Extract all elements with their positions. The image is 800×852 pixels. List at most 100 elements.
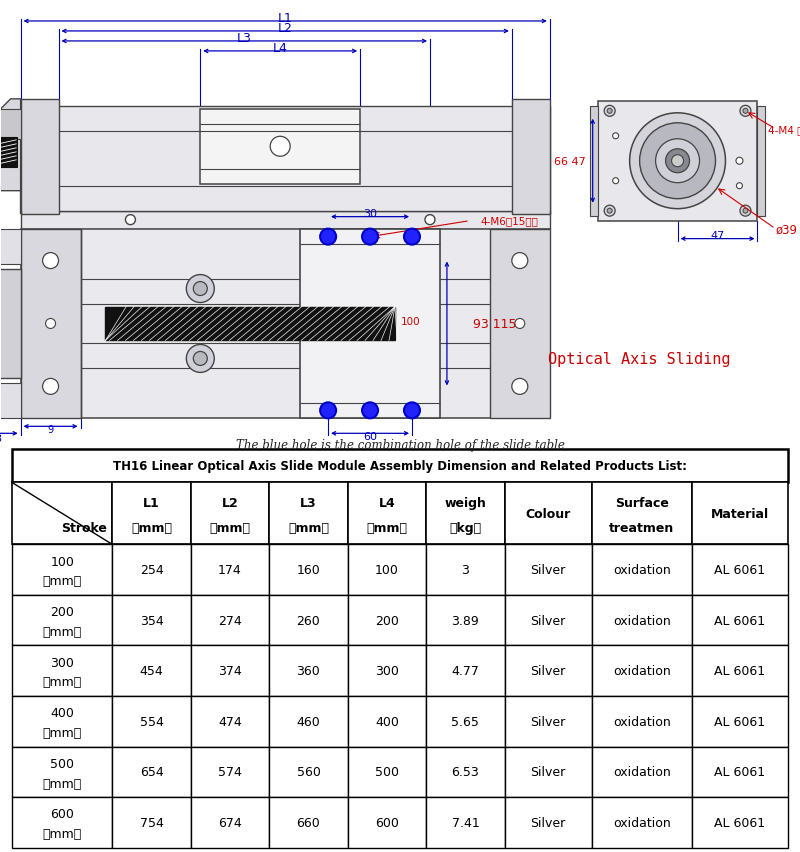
Bar [348,746,426,797]
Text: 9: 9 [47,425,54,435]
Bar [190,746,270,797]
Text: Surface: Surface [615,497,669,509]
Text: oxidation: oxidation [613,715,671,728]
Text: AL 6061: AL 6061 [714,563,766,577]
Circle shape [184,308,216,340]
Text: L4: L4 [273,43,288,55]
Text: The blue hole is the combination hole of the slide table: The blue hole is the combination hole of… [235,438,565,452]
Bar [505,746,592,797]
Bar [426,544,505,596]
Bar [12,483,112,544]
Bar [21,106,550,211]
Circle shape [613,179,618,185]
Bar [0,384,21,419]
Text: 3.89: 3.89 [451,614,479,627]
Bar [692,544,788,596]
Circle shape [743,209,748,214]
Bar [270,696,348,746]
Circle shape [740,106,751,118]
Circle shape [604,106,615,118]
Bar [106,308,395,341]
Text: 23: 23 [0,434,2,444]
Bar [12,696,112,746]
Text: 600: 600 [375,816,399,829]
Bar [112,746,190,797]
Text: L2: L2 [278,22,293,36]
Bar [270,797,348,848]
Text: 360: 360 [297,665,320,677]
Text: 500: 500 [50,757,74,770]
Bar [21,211,550,229]
Text: 500: 500 [375,765,399,779]
Circle shape [666,150,690,174]
Text: 600: 600 [50,808,74,820]
Bar [505,544,592,596]
Text: Silver: Silver [530,665,566,677]
Bar [592,696,692,746]
Circle shape [512,379,528,395]
Circle shape [126,216,135,226]
Circle shape [194,282,207,296]
Text: treatmen: treatmen [610,521,674,534]
Text: L3: L3 [300,497,317,509]
Bar [190,544,270,596]
Bar [12,544,112,596]
Circle shape [736,158,743,165]
Text: AL 6061: AL 6061 [714,715,766,728]
Text: 260: 260 [297,614,320,627]
Text: L1: L1 [143,497,160,509]
Bar [0,229,21,264]
Text: 374: 374 [218,665,242,677]
Bar [0,110,21,140]
Text: （mm）: （mm） [42,777,82,790]
Text: L2: L2 [222,497,238,509]
Bar [300,229,440,419]
Text: 66 47: 66 47 [554,157,586,166]
Text: （mm）: （mm） [131,521,172,534]
Text: weigh: weigh [445,497,486,509]
Text: 454: 454 [140,665,163,677]
Bar [270,746,348,797]
Text: 300: 300 [50,656,74,669]
Bar [692,797,788,848]
Text: 100: 100 [401,317,421,327]
Text: 60: 60 [363,432,377,442]
Circle shape [362,229,378,245]
Circle shape [740,206,751,217]
Bar [505,696,592,746]
Bar [12,449,788,483]
Text: （mm）: （mm） [288,521,329,534]
Text: （mm）: （mm） [42,827,82,840]
Bar [0,138,17,168]
Text: 574: 574 [218,765,242,779]
Text: TH16 Linear Optical Axis Slide Module Assembly Dimension and Related Products Li: TH16 Linear Optical Axis Slide Module As… [113,459,687,473]
Bar [692,596,788,646]
Text: 274: 274 [218,614,242,627]
Bar [692,483,788,544]
Bar [512,100,550,215]
Bar [0,269,21,379]
Text: Silver: Silver [530,614,566,627]
Bar [348,544,426,596]
Bar [112,646,190,696]
Circle shape [42,253,58,269]
Text: （kg）: （kg） [450,521,482,534]
Text: 474: 474 [218,715,242,728]
Text: 47: 47 [710,230,725,240]
Circle shape [320,229,336,245]
Circle shape [196,320,204,328]
Bar [592,646,692,696]
Text: Silver: Silver [530,715,566,728]
Text: 100: 100 [375,563,399,577]
Text: 4-M6孔15螺孔: 4-M6孔15螺孔 [481,216,538,227]
Bar [692,696,788,746]
Text: Optical Axis Sliding: Optical Axis Sliding [548,352,731,366]
Circle shape [613,134,618,140]
Bar [21,229,81,419]
Text: 4-M4 通螺孔: 4-M4 通螺孔 [769,124,800,135]
Bar [590,106,598,216]
Bar [190,483,270,544]
Bar [505,483,592,544]
Circle shape [655,140,699,183]
Text: 254: 254 [140,563,163,577]
